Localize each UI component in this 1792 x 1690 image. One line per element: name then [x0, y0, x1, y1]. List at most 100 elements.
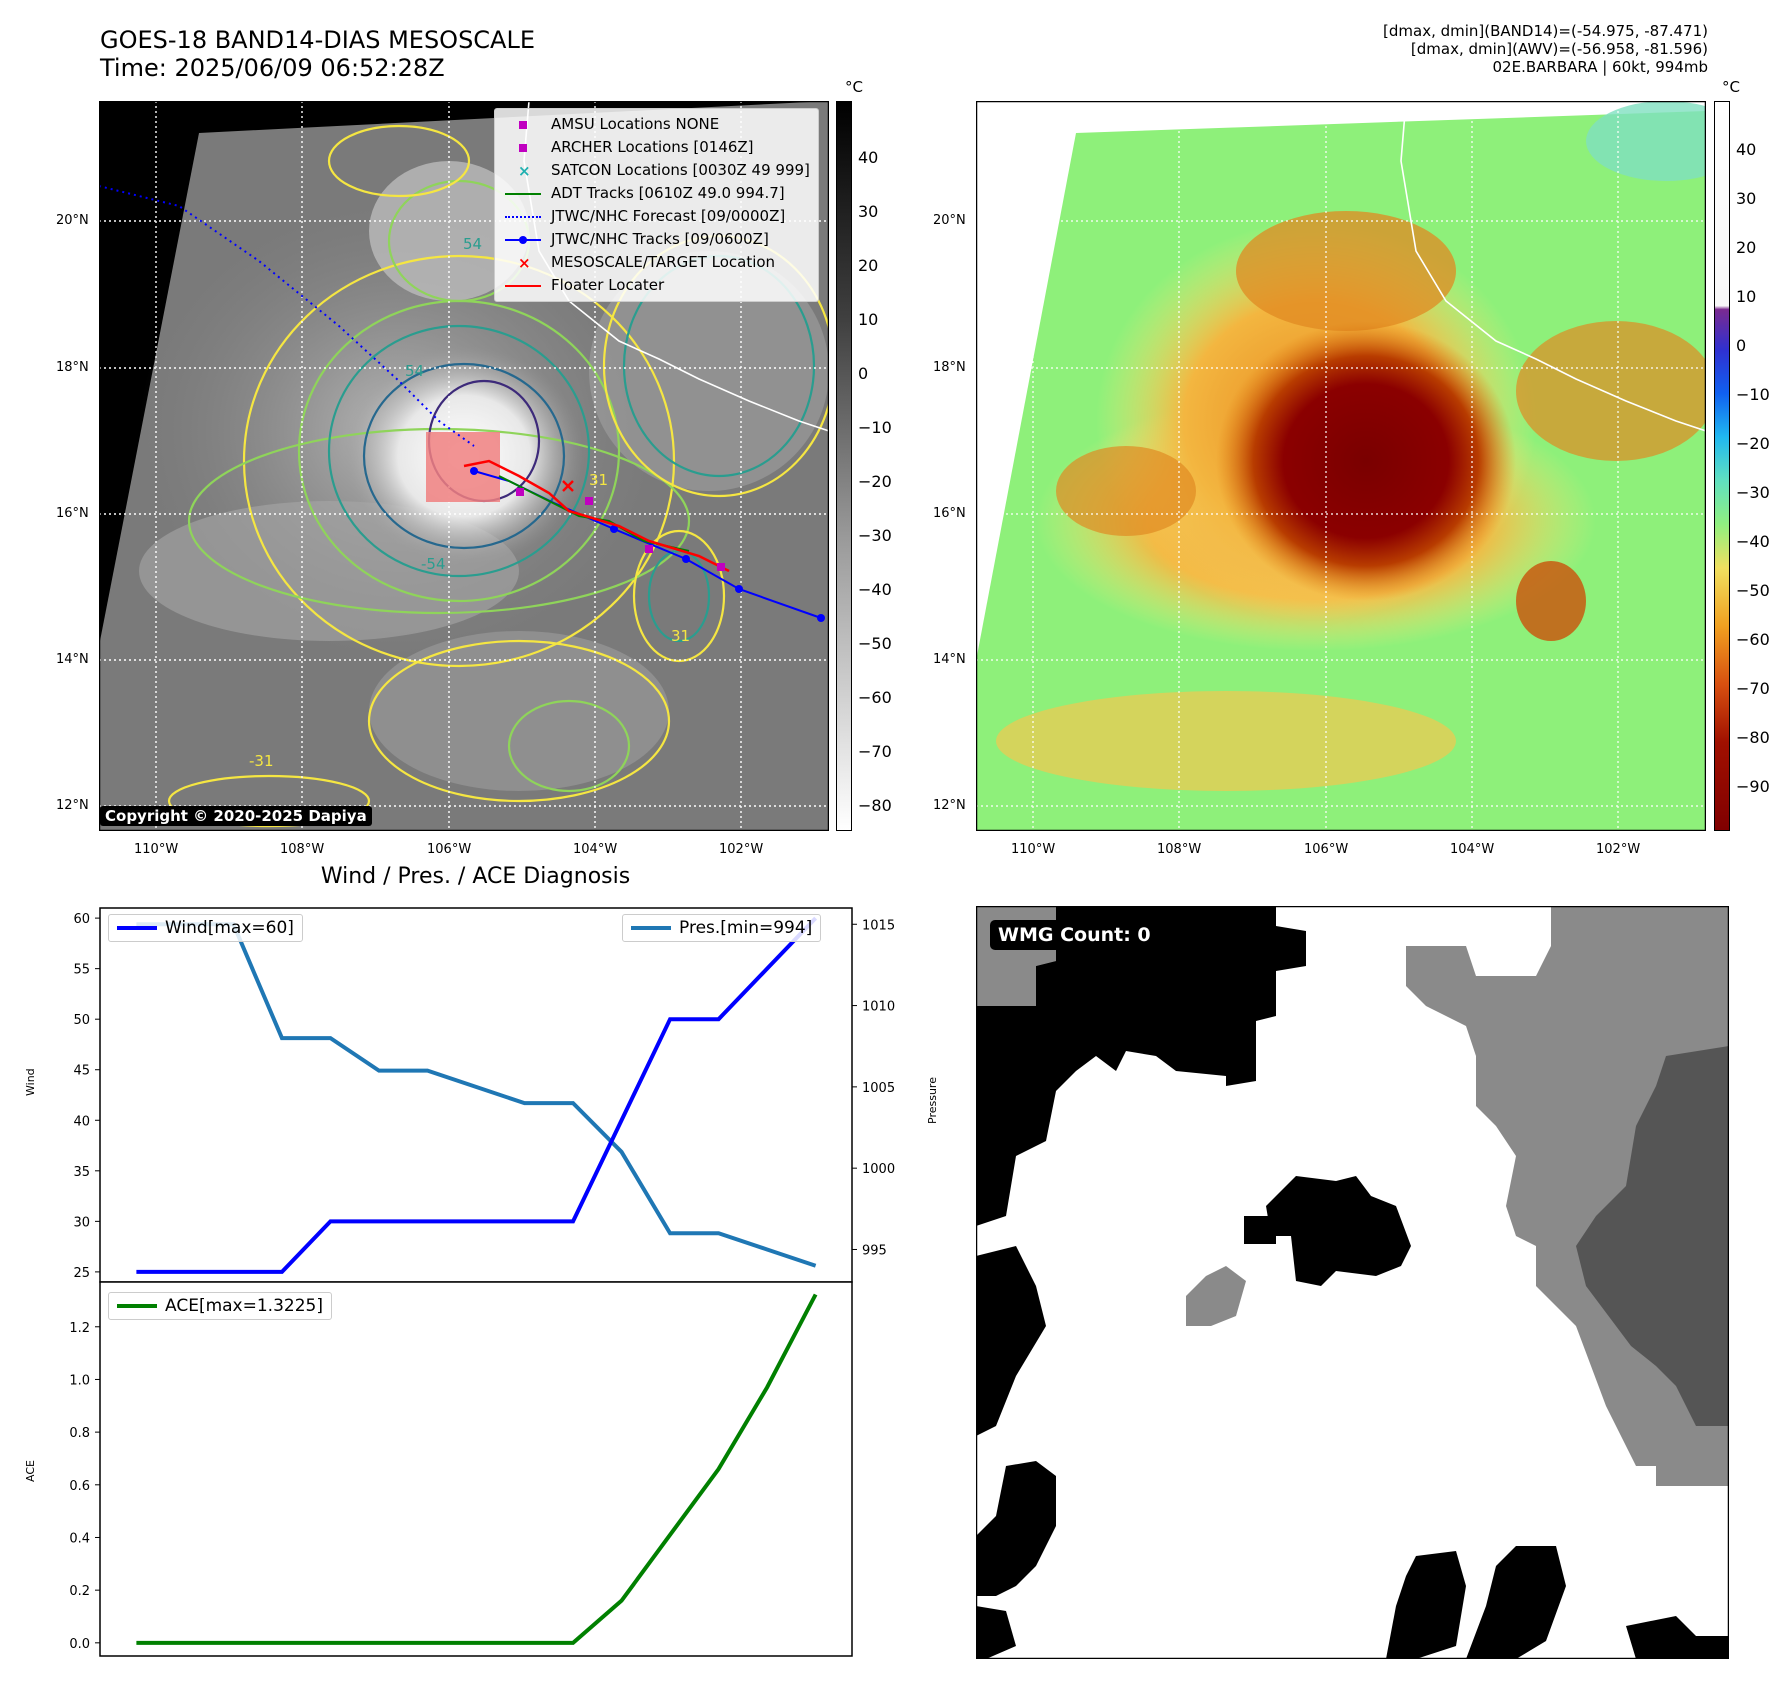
pressure-tick-label: 1015 [862, 918, 895, 933]
lat-label: 14°N [56, 652, 89, 667]
legend-item: × SATCON Locations [0030Z 49 999] [503, 159, 810, 182]
legend-item: JTWC/NHC Forecast [09/0000Z] [503, 205, 810, 228]
colorbar-tick: −90 [1736, 777, 1770, 796]
pressure-line [136, 922, 817, 1268]
ace-legend-label: ACE[max=1.3225] [165, 1296, 323, 1316]
colorbar-tick: −30 [858, 526, 892, 545]
archer-marker [516, 488, 524, 496]
pressure-tick-label: 1005 [862, 1081, 895, 1096]
colorbar-color [1714, 101, 1730, 831]
diagnosis-title: Wind / Pres. / ACE Diagnosis [320, 864, 631, 889]
lon-label: 110°W [1011, 842, 1056, 857]
colorbar-tick: −10 [1736, 385, 1770, 404]
pressure-tick-label: 1000 [862, 1162, 895, 1177]
wind-pressure-chart: 25 30 35 40 45 50 55 60 995 1000 1005 1010 1015 [73, 907, 895, 1283]
colorbar-tick: −70 [858, 742, 892, 761]
colorbar-tick: 10 [858, 310, 879, 329]
wind-tick-label: 60 [73, 912, 90, 927]
pressure-legend: Pres.[min=994] [622, 914, 822, 942]
title-line-1: GOES-18 BAND14-DIAS MESOSCALE [100, 26, 536, 54]
lat-label: 16°N [933, 506, 966, 521]
lon-label: 104°W [1450, 842, 1495, 857]
archer-marker [717, 563, 725, 571]
lon-label: 110°W [134, 842, 179, 857]
colorbar-gray-unit: °C [845, 78, 863, 96]
wind-plot-frame [99, 907, 853, 1283]
lat-label: 16°N [56, 506, 89, 521]
wind-tick-label: 50 [73, 1013, 90, 1028]
legend-label: ADT Tracks [0610Z 49.0 994.7] [551, 184, 785, 202]
legend-item: AMSU Locations NONE [503, 113, 810, 136]
lon-label: 108°W [280, 842, 325, 857]
colorbar-gray [836, 101, 852, 831]
wind-tick-label: 40 [73, 1114, 90, 1129]
colorbar-tick: −10 [858, 418, 892, 437]
info-line-1: [dmax, dmin](BAND14)=(-54.975, -87.471) [1383, 22, 1708, 40]
contour-label: 31 [671, 627, 690, 645]
lon-label: 108°W [1157, 842, 1202, 857]
colorbar-tick: −60 [858, 688, 892, 707]
floater-locater-track [463, 459, 730, 573]
storm-info: [dmax, dmin](BAND14)=(-54.975, -87.471) … [1383, 22, 1708, 76]
legend-label: JTWC/NHC Forecast [09/0000Z] [551, 207, 786, 225]
lat-label: 12°N [56, 798, 89, 813]
colorbar-tick: 0 [858, 364, 869, 383]
legend-item: ADT Tracks [0610Z 49.0 994.7] [503, 182, 810, 205]
wind-line [136, 916, 818, 1274]
colorbar-tick: 40 [1736, 140, 1757, 159]
lat-label: 18°N [56, 360, 89, 375]
wmg-panel [976, 906, 1729, 1659]
colorbar-tick: 20 [1736, 238, 1757, 257]
copyright-badge: Copyright © 2020-2025 Dapiya [100, 806, 372, 826]
colorbar-tick: 20 [858, 256, 879, 275]
legend-label: ARCHER Locations [0146Z] [551, 138, 754, 156]
ir-color-map [976, 101, 1706, 831]
ace-line [136, 1293, 818, 1645]
wind-tick-label: 35 [73, 1165, 90, 1180]
title-line-2: Time: 2025/06/09 06:52:28Z [100, 54, 445, 82]
pressure-tick-label: 1010 [862, 1000, 895, 1015]
ace-tick-label: 0.8 [69, 1426, 90, 1441]
pressure-tick-label: 995 [862, 1243, 887, 1258]
colorbar-tick: −50 [858, 634, 892, 653]
colorbar-tick: 30 [858, 202, 879, 221]
colorbar-tick: −20 [858, 472, 892, 491]
ace-axis-label: ACE [24, 1460, 37, 1482]
legend-item: Floater Locater [503, 274, 810, 297]
legend-item: JTWC/NHC Tracks [09/0600Z] [503, 228, 810, 251]
wind-axis-label: Wind [24, 1068, 37, 1096]
colorbar-tick: −40 [858, 580, 892, 599]
ace-legend-swatch [117, 1304, 157, 1308]
colorbar-tick: 40 [858, 148, 879, 167]
info-line-2: [dmax, dmin](AWV)=(-56.958, -81.596) [1410, 40, 1708, 58]
colorbar-tick: 30 [1736, 189, 1757, 208]
lat-label: 18°N [933, 360, 966, 375]
ace-legend: ACE[max=1.3225] [108, 1292, 332, 1320]
lat-label: 20°N [56, 213, 89, 228]
ace-tick-label: 0.4 [69, 1531, 90, 1546]
wind-legend-swatch [117, 926, 157, 930]
lat-label: 20°N [933, 213, 966, 228]
legend-item: ARCHER Locations [0146Z] [503, 136, 810, 159]
ace-tick-label: 0.0 [69, 1637, 90, 1652]
legend-label: SATCON Locations [0030Z 49 999] [551, 161, 810, 179]
wind-tick-label: 25 [73, 1266, 90, 1281]
contour-label: -54 [421, 555, 446, 573]
lat-label: 12°N [933, 798, 966, 813]
wind-tick-label: 45 [73, 1064, 90, 1079]
lon-label: 102°W [1596, 842, 1641, 857]
colorbar-tick: 10 [1736, 287, 1757, 306]
ace-tick-label: 1.2 [69, 1321, 90, 1336]
contour-label: 54 [405, 362, 424, 380]
colorbar-tick: −70 [1736, 679, 1770, 698]
lon-label: 104°W [573, 842, 618, 857]
archer-marker [645, 545, 653, 553]
lon-label: 106°W [427, 842, 472, 857]
colorbar-tick: −80 [1736, 728, 1770, 747]
wind-legend-label: Wind[max=60] [165, 918, 294, 938]
legend-label: JTWC/NHC Tracks [09/0600Z] [551, 230, 769, 248]
colorbar-tick: 0 [1736, 336, 1747, 355]
contour-label: -31 [249, 752, 274, 770]
archer-marker [585, 497, 593, 505]
ace-plot-frame [99, 1281, 853, 1657]
